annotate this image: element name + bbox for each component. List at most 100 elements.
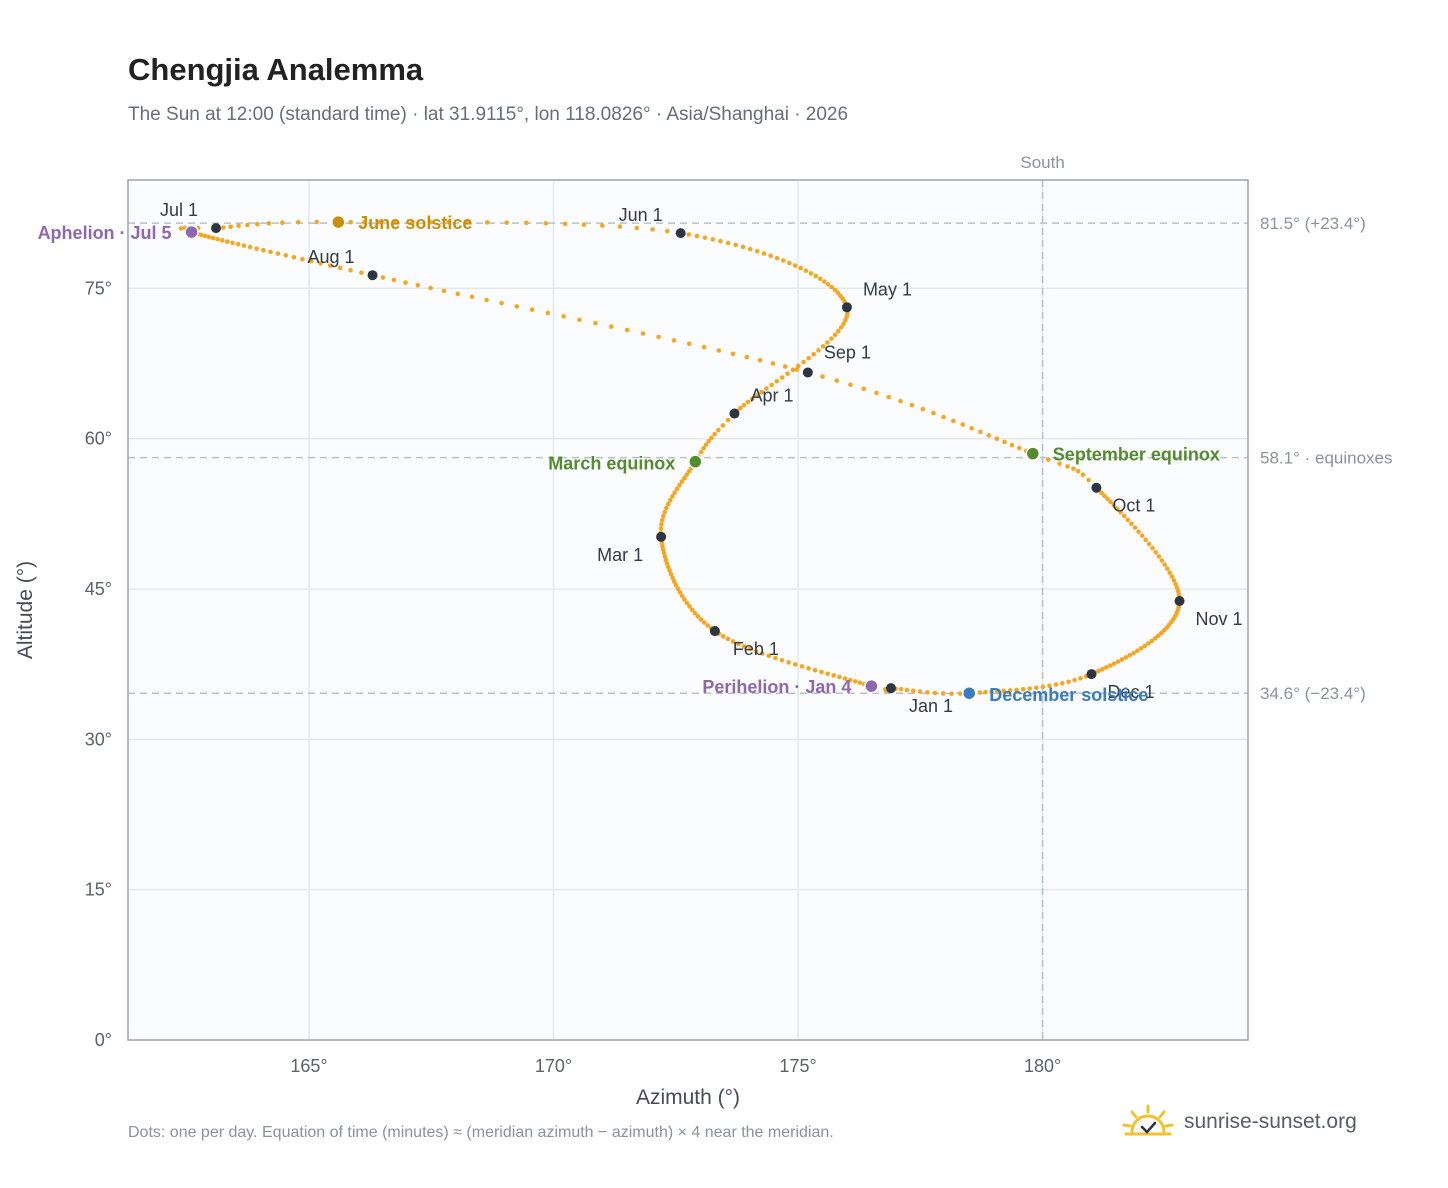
daily-dot xyxy=(977,690,983,695)
daily-dot xyxy=(838,325,844,330)
daily-dot xyxy=(1125,517,1131,523)
daily-dot xyxy=(720,423,726,428)
daily-dot xyxy=(682,597,687,602)
daily-dot xyxy=(1001,688,1007,694)
daily-dot xyxy=(686,341,692,347)
daily-dot xyxy=(1132,525,1138,530)
daily-dot xyxy=(679,479,685,484)
daily-dot xyxy=(667,568,672,573)
grid-lines xyxy=(128,180,1248,1040)
daily-dot xyxy=(806,355,811,361)
daily-dot xyxy=(428,285,433,291)
y-axis-label: Altitude (°) xyxy=(14,561,37,659)
daily-dot xyxy=(730,351,736,357)
daily-dot xyxy=(275,251,281,256)
daily-dot xyxy=(266,221,272,226)
daily-dot xyxy=(658,526,664,531)
daily-dot xyxy=(236,223,241,229)
daily-dot xyxy=(1072,677,1077,683)
daily-dot xyxy=(673,582,679,588)
daily-dot xyxy=(725,636,731,642)
reference-line-label: 81.5° (+23.4°) xyxy=(1260,214,1366,233)
month-marker xyxy=(729,408,740,419)
daily-dot xyxy=(747,246,753,252)
daily-dot xyxy=(941,414,946,420)
daily-dot xyxy=(198,232,204,238)
page-title: Chengjia Analemma xyxy=(128,52,424,87)
daily-dot xyxy=(764,386,769,391)
daily-dot xyxy=(1053,682,1059,687)
daily-dot xyxy=(663,557,669,563)
daily-dot xyxy=(465,219,471,225)
daily-dot xyxy=(995,689,1000,694)
daily-dot xyxy=(280,220,285,226)
daily-dot xyxy=(1171,578,1177,583)
daily-dot xyxy=(215,236,220,242)
daily-dot xyxy=(701,620,707,625)
daily-dot xyxy=(640,331,646,336)
daily-dot xyxy=(1075,468,1081,474)
y-tick-label: 15° xyxy=(85,880,112,900)
daily-dot xyxy=(665,501,671,507)
daily-dot xyxy=(403,280,408,285)
daily-dot xyxy=(562,221,568,227)
daily-dot xyxy=(393,219,398,225)
event-marker xyxy=(184,224,199,240)
daily-dot xyxy=(255,221,260,227)
brand-name: sunrise-sunset.org xyxy=(1184,1110,1357,1133)
daily-dot xyxy=(609,324,614,329)
daily-dot xyxy=(1009,442,1015,448)
daily-dot xyxy=(599,223,605,228)
daily-dot xyxy=(219,238,225,243)
daily-dot xyxy=(774,255,780,261)
daily-dot xyxy=(675,586,681,592)
daily-dot xyxy=(702,235,708,240)
daily-dot xyxy=(1158,630,1164,636)
daily-dot xyxy=(1127,652,1133,658)
daily-dot xyxy=(774,378,780,384)
daily-dot xyxy=(749,396,755,402)
daily-dot xyxy=(957,691,963,696)
daily-dot xyxy=(820,374,825,379)
daily-dot xyxy=(932,690,938,696)
event-label: December solstice xyxy=(989,685,1148,705)
daily-dot xyxy=(753,648,759,654)
month-marker xyxy=(885,683,896,694)
daily-dot xyxy=(1135,648,1140,654)
daily-dot xyxy=(1078,676,1083,681)
daily-dot xyxy=(725,240,731,246)
daily-dot xyxy=(832,332,838,338)
daily-dot xyxy=(787,260,792,266)
daily-dot xyxy=(659,517,665,523)
daily-dot xyxy=(848,677,853,683)
daily-dot xyxy=(1107,663,1113,668)
daily-dot xyxy=(684,600,690,606)
daily-dot xyxy=(1153,549,1159,555)
x-tick-label: 165° xyxy=(290,1056,327,1076)
month-marker xyxy=(367,270,378,281)
daily-dot xyxy=(812,667,818,673)
daily-dot xyxy=(831,673,836,678)
daily-dot xyxy=(682,475,687,481)
daily-dot xyxy=(736,641,741,647)
month-marker xyxy=(1091,482,1102,493)
daily-dot xyxy=(816,347,821,353)
daily-dot xyxy=(781,258,786,263)
daily-dot xyxy=(757,357,763,363)
daily-dot xyxy=(811,351,816,357)
month-marker-label: Sep 1 xyxy=(824,342,871,362)
y-tick-label: 0° xyxy=(95,1030,112,1050)
daily-dot xyxy=(1142,643,1148,649)
sun-logo-icon xyxy=(1122,1104,1174,1136)
daily-dot xyxy=(698,617,704,622)
daily-dot xyxy=(261,247,266,253)
daily-dot xyxy=(960,422,965,427)
daily-dot xyxy=(677,590,683,595)
daily-dot xyxy=(504,220,510,225)
daily-dot xyxy=(1146,641,1151,646)
x-tick-label: 170° xyxy=(535,1056,572,1076)
daily-dot xyxy=(1071,466,1076,471)
daily-dot xyxy=(455,291,461,297)
daily-dot xyxy=(1102,493,1107,499)
daily-dot xyxy=(245,222,250,228)
